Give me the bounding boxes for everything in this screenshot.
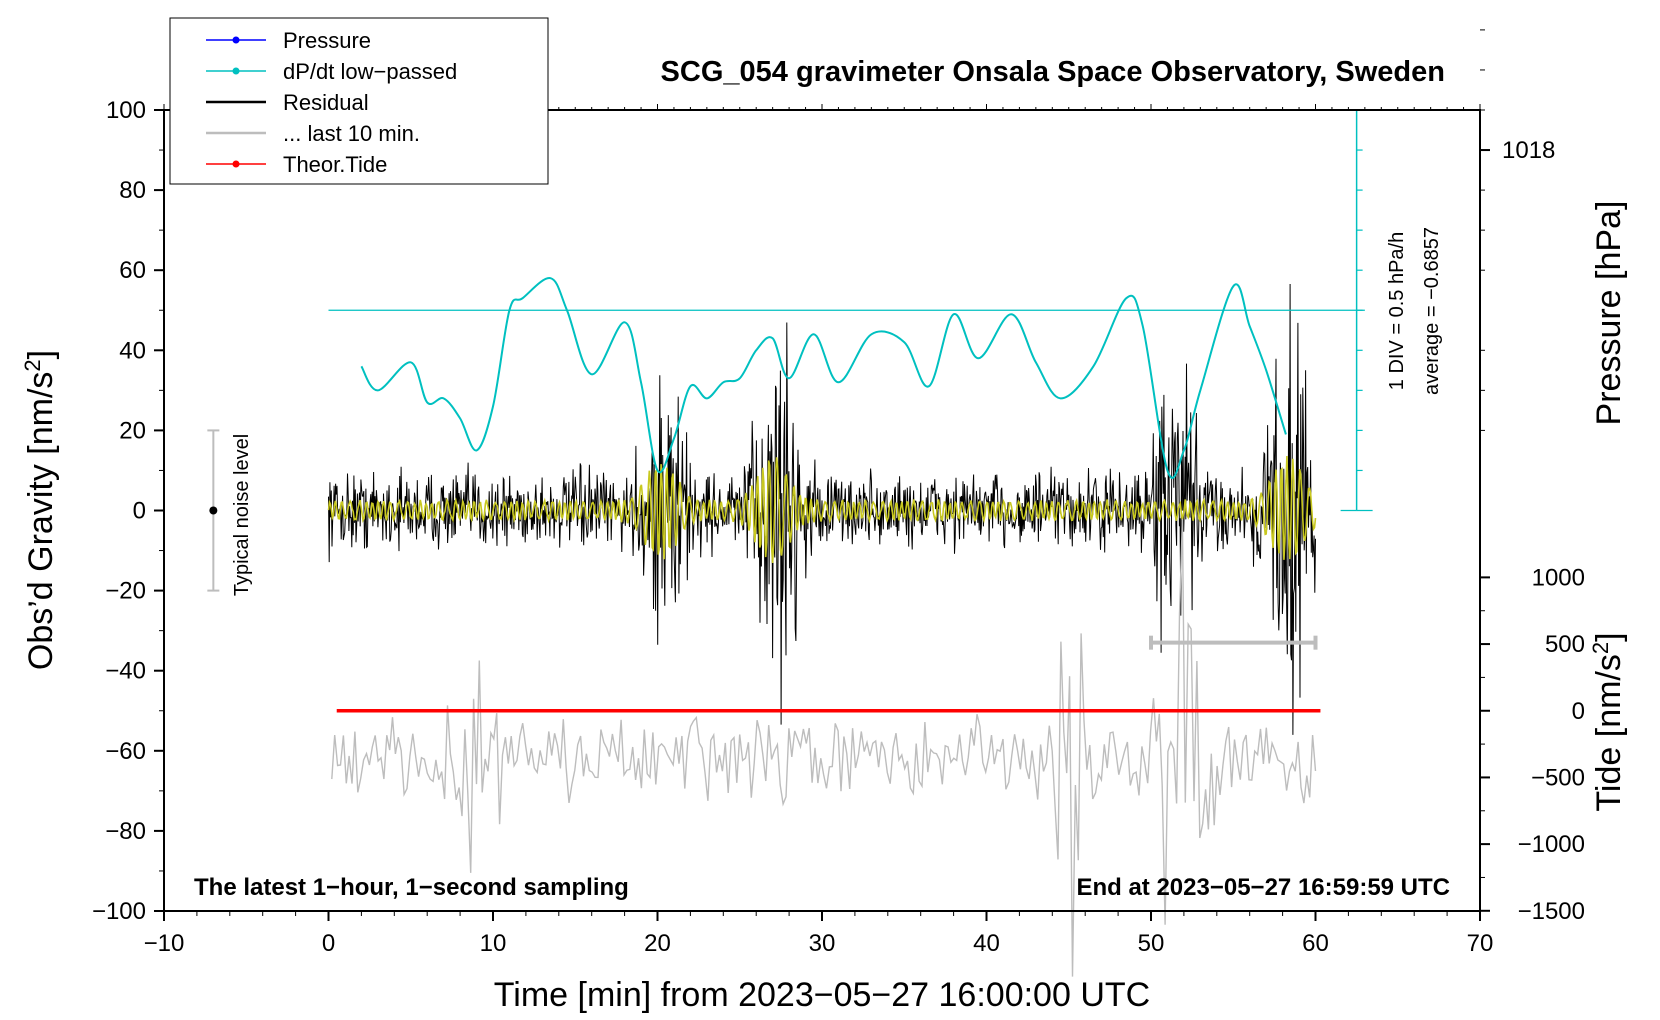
y-tick-label: −80 xyxy=(105,818,146,845)
tide-tick-label: −500 xyxy=(1531,764,1585,791)
x-tick-label: 60 xyxy=(1302,930,1329,957)
x-tick-label: 30 xyxy=(809,930,836,957)
pressure-tick-label: 1018 xyxy=(1502,137,1555,164)
last-10-min-series xyxy=(331,518,1317,977)
y-tick-label: −20 xyxy=(105,578,146,605)
x-tick-label: 50 xyxy=(1138,930,1165,957)
lowpassed-residual-series xyxy=(327,455,1317,563)
x-tick-label: 10 xyxy=(480,930,507,957)
tide-tick-label: −1000 xyxy=(1518,831,1585,858)
residual-series xyxy=(328,283,1316,735)
residual-line xyxy=(328,283,1316,735)
y-axis-label-tide: Tide [nm/s2] xyxy=(1588,632,1628,811)
dpdt-average-label: average = −0.6857 xyxy=(1421,227,1443,395)
tide-tick-label: 500 xyxy=(1545,631,1585,658)
x-tick-label: −10 xyxy=(144,930,185,957)
y-axis-label-gravity: Obs’d Gravity [nm/s2] xyxy=(20,350,60,670)
legend-label-dpdt: dP/dt low−passed xyxy=(283,59,457,84)
annotation-latest-hour: The latest 1−hour, 1−second sampling xyxy=(194,874,629,901)
dpdt-scale-label: 1 DIV = 0.5 hPa/h xyxy=(1386,232,1408,390)
y-tick-label: −100 xyxy=(92,898,146,925)
legend-marker-dpdt xyxy=(232,67,240,75)
dpdt-line xyxy=(360,277,1287,479)
noise-bar-center xyxy=(209,506,218,515)
axes-ticks: −10 0 10 20 30 40 50 60 70−100−80−60−40−20020406… xyxy=(92,0,1585,957)
legend-label-residual: Residual xyxy=(283,90,369,115)
legend-label-tide: Theor.Tide xyxy=(283,152,387,177)
chart-extras xyxy=(207,429,1318,650)
dpdt-scale-bar xyxy=(1340,109,1373,512)
chart-title: SCG_054 gravimeter Onsala Space Observat… xyxy=(661,56,1445,88)
y-tick-label: 60 xyxy=(119,257,146,284)
dpdt-series xyxy=(328,277,1365,479)
tide-tick-label: −1500 xyxy=(1518,898,1585,925)
lowpassed-residual-line xyxy=(327,455,1317,563)
x-tick-label: 0 xyxy=(322,930,335,957)
y-tick-label: 80 xyxy=(119,177,146,204)
last-10-min-line xyxy=(331,518,1317,977)
y-tick-label: −60 xyxy=(105,738,146,765)
tide-tick-label: 1000 xyxy=(1532,564,1585,591)
x-tick-label: 40 xyxy=(973,930,1000,957)
legend-marker-pressure xyxy=(232,36,240,44)
y-tick-label: −40 xyxy=(105,658,146,685)
legend-marker-tide xyxy=(232,160,240,168)
legend-label-pressure: Pressure xyxy=(283,28,371,53)
x-tick-label: 20 xyxy=(644,930,671,957)
x-tick-label: 70 xyxy=(1467,930,1494,957)
x-axis-label: Time [min] from 2023−05−27 16:00:00 UTC xyxy=(494,976,1150,1014)
legend: Pressure dP/dt low−passed Residual ... l… xyxy=(169,17,549,185)
tide-tick-label: 0 xyxy=(1572,698,1585,725)
legend-label-last10: ... last 10 min. xyxy=(283,121,420,146)
y-axis-label-pressure: Pressure [hPa] xyxy=(1590,201,1628,426)
noise-level-label: Typical noise level xyxy=(231,434,253,596)
y-tick-label: 40 xyxy=(119,337,146,364)
y-tick-label: 20 xyxy=(119,417,146,444)
y-tick-label: 0 xyxy=(133,498,146,525)
y-tick-label: 100 xyxy=(106,97,146,124)
annotation-end-time: End at 2023−05−27 16:59:59 UTC xyxy=(1076,874,1450,901)
